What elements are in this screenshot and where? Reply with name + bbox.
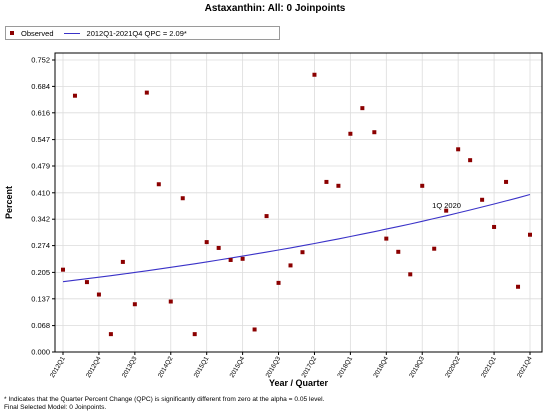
- chart-legend: Observed 2012Q1-2021Q4 QPC = 2.09*: [5, 26, 280, 40]
- y-axis-ticks: 0.000 0.068 0.137 0.205 0.274 0.342 0.410 0.479…: [31, 55, 55, 357]
- data-point: [420, 183, 425, 188]
- data-point: [276, 280, 281, 285]
- x-tick-label: 2015Q1: [193, 355, 211, 379]
- x-tick-label: 2015Q4: [229, 355, 247, 379]
- data-point: [312, 72, 317, 77]
- x-axis-ticks: 2012Q1 2012Q4 2013Q3 2014Q2 2015Q1 2015Q4 2016…: [49, 352, 534, 379]
- data-point: [61, 267, 65, 272]
- data-point: [528, 232, 532, 237]
- data-point: [324, 179, 329, 184]
- y-tick-label: 0.616: [31, 108, 50, 117]
- annotation-label: 1Q 2020: [432, 201, 461, 210]
- data-point: [444, 208, 449, 213]
- data-point: [192, 332, 197, 337]
- x-tick-label: 2012Q1: [49, 355, 67, 379]
- data-point: [396, 249, 401, 254]
- data-point: [264, 214, 269, 219]
- data-point: [72, 93, 77, 98]
- x-tick-label: 2021Q4: [516, 355, 534, 379]
- data-point: [516, 284, 521, 289]
- y-tick-label: 0.205: [31, 268, 50, 277]
- data-point: [84, 280, 89, 285]
- x-tick-label: 2012Q4: [85, 355, 103, 379]
- data-point: [144, 90, 149, 95]
- legend-fit-label: 2012Q1-2021Q4 QPC = 2.09*: [86, 28, 187, 38]
- data-point: [504, 179, 509, 184]
- y-tick-label: 0.274: [31, 241, 50, 250]
- x-tick-label: 2014Q2: [157, 355, 175, 379]
- x-axis-label: Year / Quarter: [269, 378, 329, 388]
- data-point: [480, 197, 485, 202]
- data-point: [408, 272, 413, 277]
- data-point: [468, 158, 473, 163]
- y-axis-label: Percent: [4, 186, 14, 219]
- data-point: [132, 302, 137, 307]
- data-point: [372, 130, 377, 135]
- legend-observed-marker: [10, 31, 14, 35]
- legend-fit-line: [63, 32, 80, 34]
- data-point: [108, 332, 113, 337]
- x-tick-label: 2013Q3: [121, 355, 139, 379]
- x-tick-label: 2017Q2: [301, 355, 319, 379]
- x-tick-label: 2021Q1: [480, 355, 498, 379]
- data-point: [168, 299, 173, 304]
- data-point: [240, 256, 245, 261]
- data-point: [432, 246, 437, 251]
- y-tick-label: 0.684: [31, 82, 50, 91]
- data-point: [156, 182, 161, 187]
- data-point: [252, 327, 257, 332]
- data-point: [288, 263, 293, 268]
- data-point: [216, 245, 221, 250]
- y-tick-label: 0.410: [31, 188, 50, 197]
- observed-points: [61, 72, 532, 337]
- x-tick-label: 2016Q3: [265, 355, 283, 379]
- data-point: [300, 250, 305, 255]
- y-tick-label: 0.479: [31, 161, 50, 170]
- chart-title: Astaxanthin: All: 0 Joinpoints: [204, 3, 346, 14]
- footnote-model: Final Selected Model: 0 Joinpoints.: [4, 404, 107, 411]
- data-point: [180, 196, 185, 201]
- data-point: [360, 106, 365, 111]
- x-tick-label: 2018Q1: [336, 355, 354, 379]
- data-point: [228, 257, 233, 262]
- y-tick-label: 0.068: [31, 321, 50, 330]
- y-tick-label: 0.000: [31, 348, 50, 357]
- footnote-qpc: * Indicates that the Quarter Percent Cha…: [4, 396, 325, 403]
- grid-lines: [55, 53, 542, 353]
- data-point: [348, 131, 353, 136]
- y-tick-label: 0.342: [31, 215, 50, 224]
- data-point: [336, 183, 341, 188]
- y-tick-label: 0.752: [31, 55, 50, 64]
- legend-observed-label: Observed: [21, 28, 54, 38]
- data-point: [96, 292, 101, 297]
- data-point: [456, 147, 461, 152]
- data-point: [384, 236, 389, 241]
- fit-line: [62, 193, 531, 283]
- x-tick-label: 2020Q2: [444, 355, 462, 379]
- data-point: [492, 224, 497, 229]
- plot-area-frame: [54, 52, 543, 353]
- x-tick-label: 2018Q4: [372, 355, 390, 379]
- x-tick-label: 2019Q3: [408, 355, 426, 379]
- y-tick-label: 0.547: [31, 135, 50, 144]
- data-point: [204, 240, 209, 245]
- y-tick-label: 0.137: [31, 294, 50, 303]
- data-point: [120, 259, 125, 264]
